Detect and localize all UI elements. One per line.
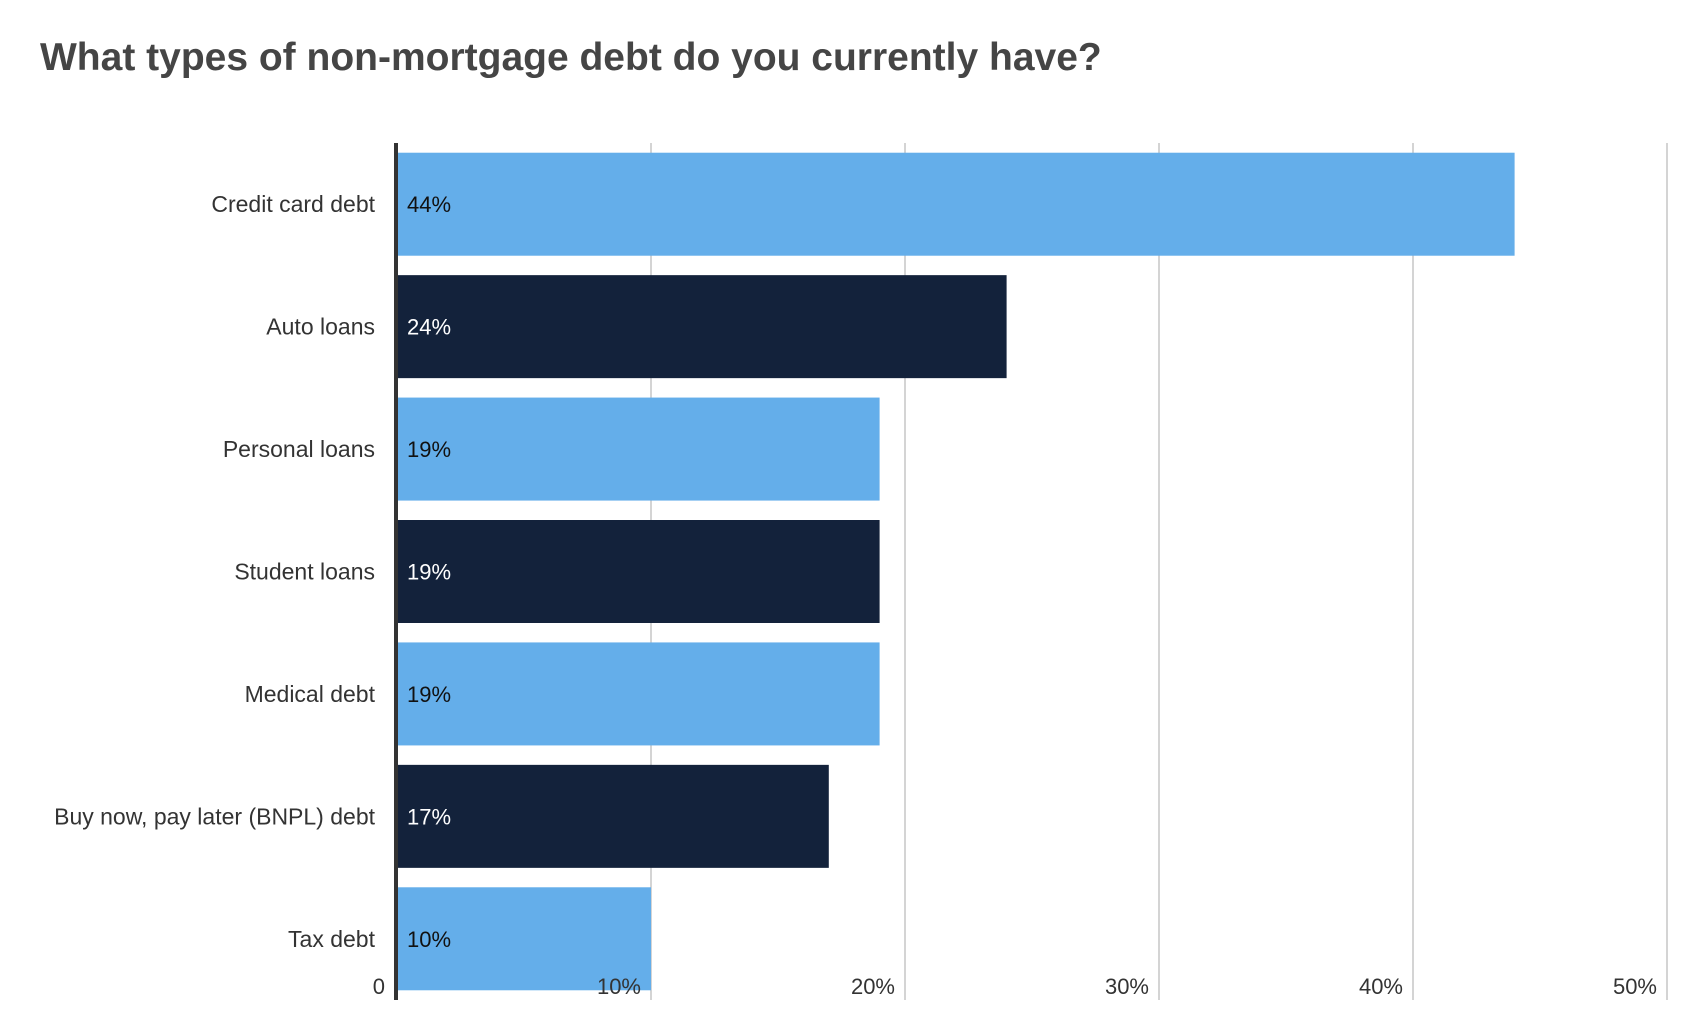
bar	[397, 642, 880, 746]
data-label: 17%	[407, 804, 451, 829]
data-label: 19%	[407, 437, 451, 462]
labels: 44% Credit card debt 24% Auto loans 19% Perso…	[54, 191, 1657, 999]
bars	[397, 152, 1515, 991]
x-tick-label: 20%	[851, 974, 895, 999]
chart-title: What types of non-mortgage debt do you c…	[40, 36, 1102, 79]
category-label: Buy now, pay later (BNPL) debt	[54, 803, 375, 829]
data-label: 24%	[407, 315, 451, 340]
category-label: Medical debt	[245, 681, 376, 707]
bar	[397, 397, 880, 501]
x-tick-label: 50%	[1613, 974, 1657, 999]
bar	[397, 275, 1007, 379]
data-label: 10%	[407, 927, 451, 952]
x-tick-label: 30%	[1105, 974, 1149, 999]
bar	[397, 152, 1515, 256]
category-label: Student loans	[234, 559, 375, 585]
x-tick-label: 0	[373, 974, 385, 999]
bar	[397, 887, 651, 991]
category-label: Tax debt	[288, 926, 376, 952]
bar	[397, 764, 829, 868]
x-tick-label: 40%	[1359, 974, 1403, 999]
data-label: 44%	[407, 192, 451, 217]
category-label: Auto loans	[266, 314, 375, 340]
data-label: 19%	[407, 682, 451, 707]
x-tick-label: 10%	[597, 974, 641, 999]
bar	[397, 520, 880, 623]
category-label: Personal loans	[223, 436, 375, 462]
category-label: Credit card debt	[211, 191, 375, 217]
data-label: 19%	[407, 560, 451, 585]
